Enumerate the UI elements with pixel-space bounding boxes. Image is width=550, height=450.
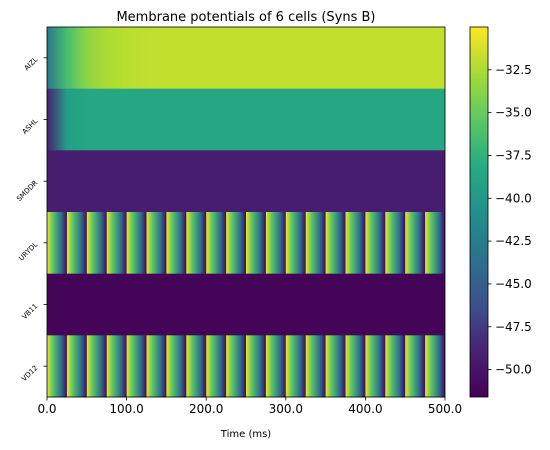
colorbar-tick-label: −45.0 (495, 277, 532, 291)
colorbar-tick-label: −40.0 (495, 191, 532, 205)
y-tick-label-ashl: ASHL (21, 117, 40, 136)
heatmap-cell-urydl (47, 212, 445, 275)
x-tick-label: 400.0 (348, 402, 382, 416)
x-axis: 0.0 100.0 200.0 300.0 400.0 500.0 (37, 397, 462, 416)
chart-title: Membrane potentials of 6 cells (Syns B) (116, 10, 375, 25)
y-tick-label-aizl: AIZL (23, 56, 40, 73)
colorbar-ticks: −32.5 −35.0 −37.5 −40.0 −42.5 −45.0 −47.5 −50.0 (488, 63, 532, 377)
colorbar-tick-label: −42.5 (495, 234, 532, 248)
heatmap-cell-smddr (47, 150, 445, 213)
colorbar-frame (469, 26, 489, 398)
heatmap-cell-vb11 (47, 273, 445, 336)
colorbar-tick-label: −32.5 (495, 63, 532, 77)
colorbar-tick-label: −35.0 (495, 106, 532, 120)
heatmap-area (47, 27, 445, 398)
y-tick-label-vb11: VB11 (21, 302, 40, 321)
colorbar-tick-label: −37.5 (495, 148, 532, 162)
x-tick-label: 300.0 (269, 402, 303, 416)
heatmap-row-aizl (47, 27, 445, 90)
x-axis-label: Time (ms) (220, 429, 272, 440)
heatmap-row-vb11 (47, 273, 445, 336)
y-tick-label-smddr: SMDDR (15, 179, 39, 203)
x-tick-label: 0.0 (37, 402, 56, 416)
y-tick-label-urydl: URYDL (17, 241, 39, 263)
x-tick-label: 100.0 (109, 402, 143, 416)
colorbar-gradient (470, 27, 488, 397)
colorbar-tick-label: −47.5 (495, 320, 532, 334)
x-tick-label: 200.0 (189, 402, 223, 416)
heatmap-cell-aizl (47, 27, 445, 90)
heatmap-row-smddr (47, 150, 445, 213)
y-tick-label-vd12: VD12 (20, 364, 39, 383)
heatmap-row-vd12 (47, 335, 445, 398)
heatmap-row-urydl (47, 212, 445, 275)
heatmap-cell-vd12 (47, 335, 445, 398)
colorbar: −32.5 −35.0 −37.5 −40.0 −42.5 −45.0 −47.5 −50.0 (469, 26, 532, 398)
colorbar-tick-label: −50.0 (495, 363, 532, 377)
heatmap-cell-ashl (47, 88, 445, 151)
x-tick-label: 500.0 (428, 402, 462, 416)
y-axis: AIZL ASHL SMDDR URYDL VB11 VD12 (15, 56, 47, 383)
heatmap-row-ashl (47, 88, 445, 151)
plot-frame (46, 26, 446, 398)
